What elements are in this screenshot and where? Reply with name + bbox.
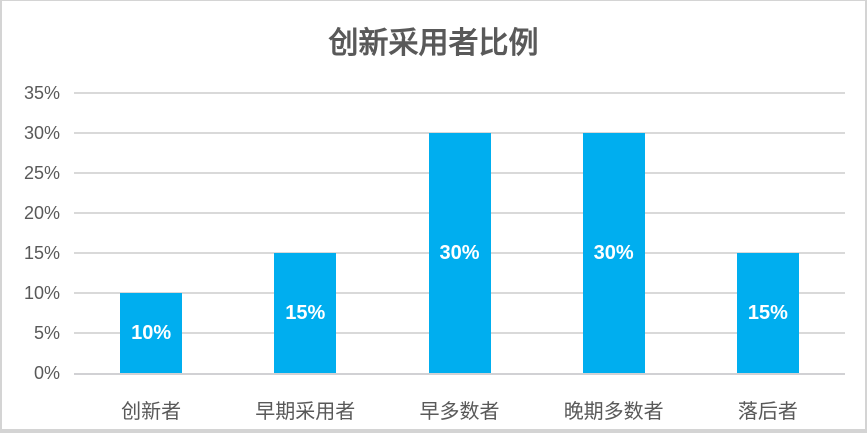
bar-value-label: 10% — [131, 321, 172, 344]
y-axis-label: 15% — [23, 243, 60, 263]
x-axis-label: 落后者 — [737, 401, 798, 423]
bar-value-label: 15% — [285, 301, 326, 324]
x-axis-label: 早期采用者 — [255, 401, 356, 423]
y-axis-label: 30% — [23, 123, 60, 143]
bar-3: 30% — [428, 133, 491, 373]
bar-value-label: 30% — [593, 241, 634, 264]
y-axis-label: 35% — [23, 83, 60, 103]
bar-5: 15% — [736, 253, 799, 373]
y-axis-label: 10% — [23, 283, 60, 303]
y-axis-label: 25% — [23, 163, 60, 183]
y-axis-label: 20% — [23, 203, 60, 223]
bar-1: 10% — [120, 293, 183, 373]
gridline-35% — [74, 92, 845, 94]
bar-value-label: 30% — [439, 241, 480, 264]
y-axis-label: 0% — [33, 363, 60, 383]
y-axis-label: 5% — [33, 323, 60, 343]
bar-4: 30% — [582, 133, 645, 373]
plot-area: 10% 15% 30% 30% 15% — [74, 92, 845, 375]
x-axis-label: 晚期多数者 — [563, 401, 664, 423]
x-axis-label: 创新者 — [121, 401, 182, 423]
bar-value-label: 15% — [747, 301, 788, 324]
x-axis-label: 早多数者 — [419, 401, 500, 423]
bar-2: 15% — [274, 253, 337, 373]
chart-title: 创新采用者比例 — [328, 27, 539, 60]
